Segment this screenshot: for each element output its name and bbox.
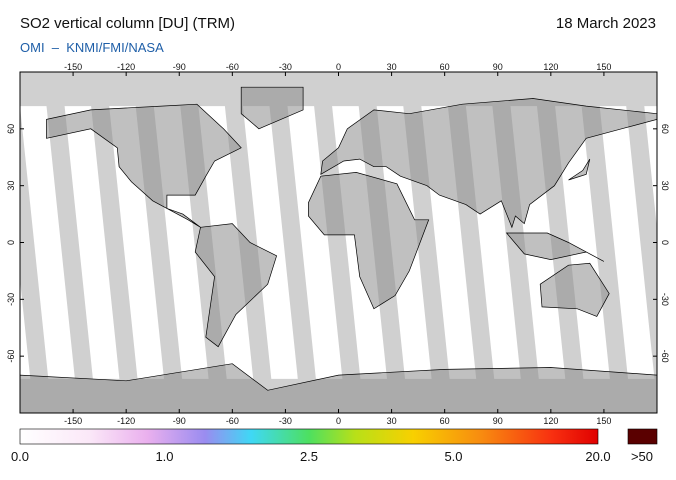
map <box>20 72 657 413</box>
orbit-swath <box>109 106 164 379</box>
land <box>20 363 657 413</box>
land <box>320 98 657 229</box>
colorbar-overflow-label: >50 <box>631 449 653 464</box>
orbit-swath <box>599 106 655 379</box>
orbit-swath <box>20 106 75 379</box>
source: OMI – KNMI/FMI/NASA <box>20 40 164 55</box>
lon-tick-label-top: 0 <box>336 62 341 72</box>
lat-tick-label-left: -30 <box>6 293 16 306</box>
lon-tick-label-bottom: 60 <box>440 416 450 426</box>
colorbar-overflow <box>627 428 658 445</box>
lon-tick-label-top: 150 <box>596 62 611 72</box>
lon-tick-label-bottom: 0 <box>336 416 341 426</box>
polar-band <box>20 72 657 105</box>
colorbar-label: 5.0 <box>444 449 462 464</box>
date: 18 March 2023 <box>556 15 656 32</box>
lon-tick-label-top: 90 <box>493 62 503 72</box>
lat-tick-label-left: 60 <box>6 124 16 134</box>
lat-tick-label-left: 0 <box>6 240 16 245</box>
colorbar <box>19 428 599 445</box>
land <box>194 223 278 348</box>
lon-tick-label-bottom: 90 <box>493 416 503 426</box>
lon-tick-label-bottom: -120 <box>117 416 135 426</box>
lat-tick-label-right: 60 <box>660 124 670 134</box>
lon-tick-label-top: 30 <box>387 62 397 72</box>
land <box>46 103 242 228</box>
lat-tick-label-left: 30 <box>6 181 16 191</box>
lat-tick-label-right: -30 <box>660 293 670 306</box>
lon-tick-label-bottom: 30 <box>387 416 397 426</box>
lat-tick-label-right: 0 <box>660 240 670 245</box>
colorbar-label: 0.0 <box>11 449 29 464</box>
colorbar-label: 2.5 <box>300 449 318 464</box>
orbit-swath <box>20 279 31 379</box>
lon-tick-label-bottom: -30 <box>279 416 292 426</box>
orbit-swath <box>242 106 298 379</box>
lat-tick-label-right: -60 <box>660 350 670 363</box>
orbit-swath <box>287 106 343 379</box>
lon-tick-label-top: -90 <box>173 62 186 72</box>
orbit-swath <box>64 106 120 379</box>
land <box>539 262 610 317</box>
lon-tick-label-top: 120 <box>543 62 558 72</box>
lon-tick-label-top: -120 <box>117 62 135 72</box>
colorbar-label: 1.0 <box>155 449 173 464</box>
lon-tick-label-top: 60 <box>440 62 450 72</box>
lon-tick-label-bottom: 150 <box>596 416 611 426</box>
lon-tick-label-top: -30 <box>279 62 292 72</box>
lon-tick-label-top: -150 <box>64 62 82 72</box>
lat-tick-label-left: -60 <box>6 350 16 363</box>
orbit-swath <box>644 106 657 229</box>
lon-tick-label-bottom: -150 <box>64 416 82 426</box>
land <box>240 86 304 130</box>
colorbar-label: 20.0 <box>585 449 610 464</box>
lat-tick-label-right: 30 <box>660 181 670 191</box>
lon-tick-label-bottom: 120 <box>543 416 558 426</box>
land <box>505 232 605 262</box>
lon-tick-label-top: -60 <box>226 62 239 72</box>
lon-tick-label-bottom: -60 <box>226 416 239 426</box>
land <box>568 158 591 181</box>
title: SO2 vertical column [DU] (TRM) <box>20 15 235 32</box>
land <box>308 172 430 310</box>
lon-tick-label-bottom: -90 <box>173 416 186 426</box>
